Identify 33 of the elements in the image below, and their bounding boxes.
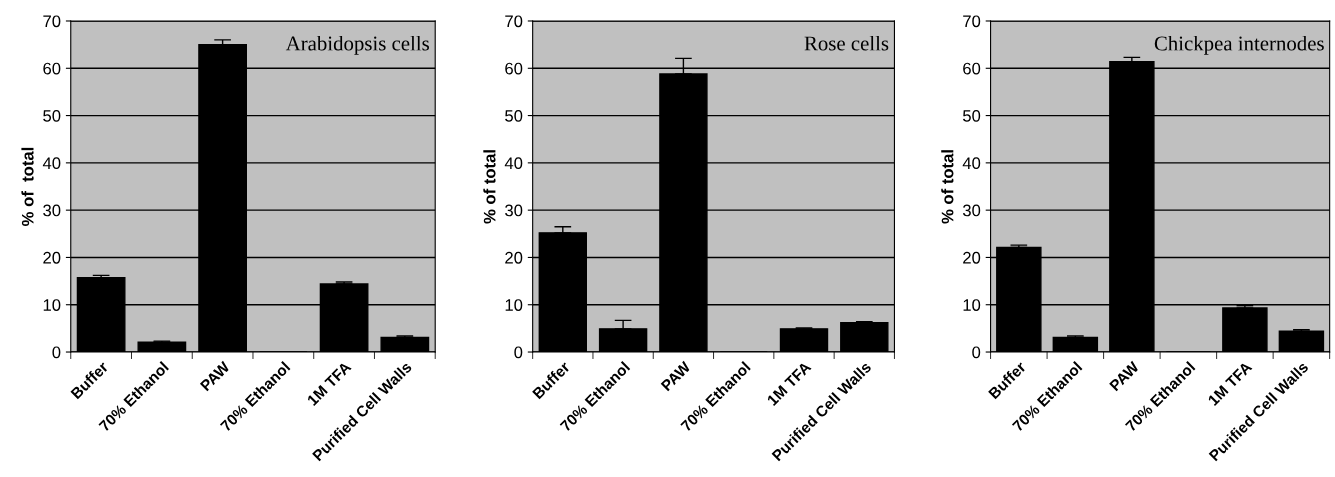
y-tick-label: 60	[505, 62, 523, 75]
y-tick-label: 30	[962, 204, 981, 217]
y-axis-title: % of total	[21, 147, 34, 226]
annotation: Chickpea internodes	[1154, 35, 1324, 55]
x-tick-label: 1M TFA	[306, 361, 352, 406]
x-tick-label: 1M TFA	[1207, 361, 1253, 406]
y-tick-label: 0	[972, 346, 981, 359]
x-tick-label: 1M TFA	[766, 361, 812, 406]
annotation: Rose cells	[804, 35, 889, 51]
y-tick-label: 60	[963, 62, 981, 75]
y-tick-label: 20	[963, 251, 981, 264]
y-tick-label: 40	[42, 157, 61, 170]
y-tick-label: 20	[43, 251, 61, 264]
y-tick-label: 10	[963, 299, 981, 311]
y-tick-label: 10	[43, 299, 61, 311]
y-tick-label: 10	[505, 299, 523, 311]
y-tick-label: 40	[962, 157, 981, 170]
y-tick-label: 30	[505, 204, 523, 217]
y-tick-label: 50	[505, 109, 523, 122]
y-tick-label: 70	[505, 15, 523, 28]
y-tick-label: 20	[505, 251, 523, 264]
y-tick-label: 50	[43, 109, 61, 122]
annotation: Arabidopsis cells	[285, 35, 429, 55]
y-axis-title: % of total	[941, 150, 954, 224]
y-tick-label: 0	[514, 346, 523, 359]
y-tick-label: 70	[43, 15, 61, 28]
y-tick-label: 40	[504, 157, 523, 170]
y-tick-label: 30	[43, 204, 61, 217]
y-axis-title: % of total	[483, 150, 496, 224]
y-tick-label: 60	[43, 62, 61, 75]
y-tick-label: 0	[52, 346, 61, 359]
y-tick-label: 50	[962, 109, 981, 122]
y-tick-label: 70	[963, 15, 981, 28]
